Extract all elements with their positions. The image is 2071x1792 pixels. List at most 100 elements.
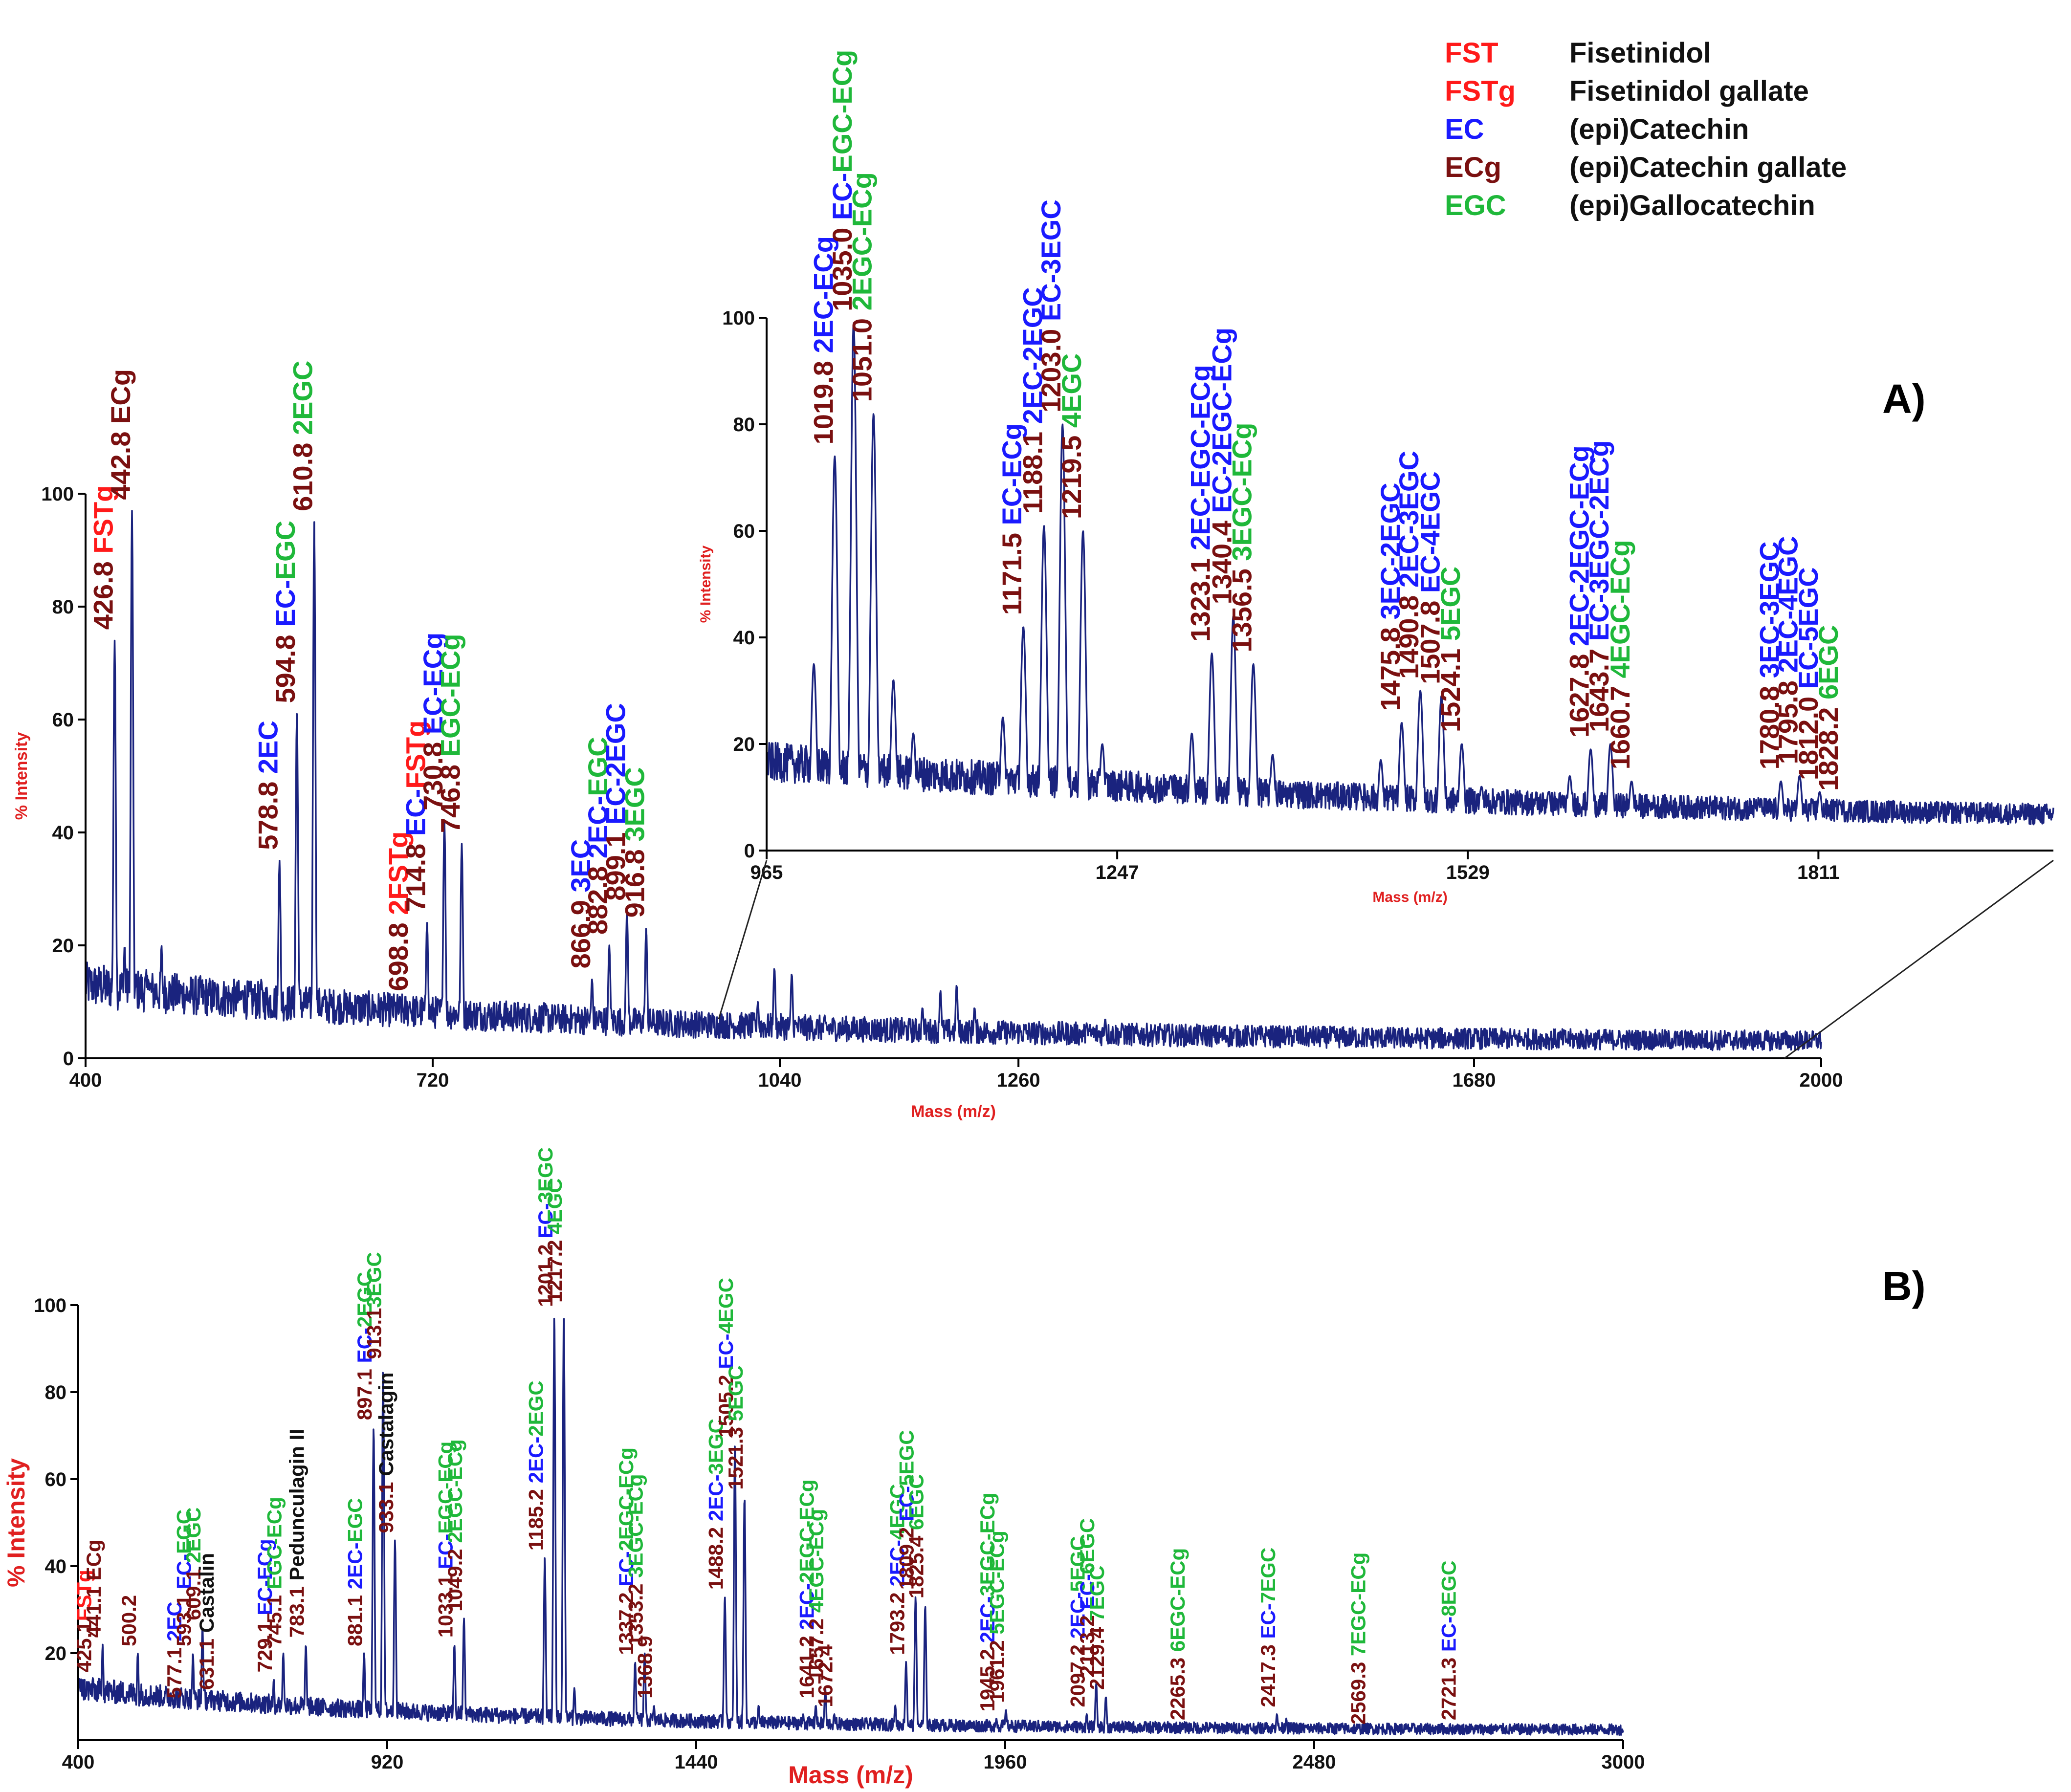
peak-label-part: 1795.8 (1773, 673, 1804, 765)
peak-label-part: 2113.2 (1076, 1609, 1099, 1677)
peak-label-part: 4EGC (714, 1278, 737, 1333)
peak-label-part: 2EGC (524, 1380, 547, 1436)
peak-label: 442.8 ECg (105, 369, 136, 500)
legend-abbr: FSTg (1445, 75, 1516, 107)
peak-label-part: 1171.5 (996, 525, 1027, 615)
peak-label-part: 1217.2 (543, 1234, 566, 1303)
peak-label: 866.9 3EC (565, 839, 596, 969)
spectrum-trace (85, 510, 1822, 1051)
peak-label-part: EC- (1256, 1603, 1279, 1639)
peak-label: 1672.4 (814, 1644, 837, 1707)
y-tick-label: 80 (45, 1382, 67, 1403)
peak-label: 1219.5 4EGC (1056, 353, 1087, 519)
y-tick-label: 100 (41, 483, 74, 505)
peak-label-part: EC- (434, 1534, 457, 1569)
peak-label-part: 897.1 (353, 1363, 376, 1420)
peak-label-part: 1643.7 (1584, 641, 1614, 732)
peak-label: 1340.4 EC-2EGC-ECg (1207, 328, 1237, 604)
peak-label-part: EC-3EGC (1036, 199, 1066, 321)
peak-label-part: EC- (615, 1551, 638, 1586)
peak-label-part: 1337.2 (615, 1587, 638, 1655)
peak-label-part: EC- (173, 1554, 196, 1589)
peak-label: 500.2 (117, 1595, 140, 1646)
peak-label-part: EC- (895, 1486, 918, 1521)
peak-label-part: EC- (827, 173, 858, 220)
peak-label-part: 2EC-3EGC (1393, 451, 1424, 588)
peak-label-part: 1793.2 (885, 1587, 908, 1655)
peak-label: 1828.2 6EGC (1813, 625, 1844, 791)
peak-label: 698.8 2FSTg (383, 831, 414, 991)
peak-label-part: 3EGC-ECg (1227, 423, 1257, 561)
peak-label: 1945.2 2EC-3EGC-ECg (976, 1492, 999, 1711)
peak-label-part: 2EC- (705, 1474, 727, 1521)
peak-label-part: EGC (270, 521, 301, 580)
peak-label-part: 2EC- (524, 1437, 547, 1484)
peak-label-part: EC-2EGC-ECg (1207, 328, 1237, 513)
peak-label-part: 5EGC (1066, 1536, 1089, 1592)
peak-label-part: 1019.8 (808, 353, 838, 445)
y-axis-title: % Intensity (698, 546, 714, 623)
peak-label-part: 7EGC-ECg (1347, 1552, 1370, 1656)
peak-label-part: 2EGC (182, 1507, 205, 1563)
peak-label: 897.1 EC-2EGC (353, 1272, 376, 1420)
peak-label-part: 746.8 (435, 757, 465, 833)
peak-label: 933.1 Castalagin (375, 1372, 397, 1533)
peak-label: 1488.2 2EC-3EGC (705, 1419, 727, 1590)
peak-label-part: 1356.5 (1227, 561, 1257, 653)
peak-label-part: 2EC- (885, 1540, 908, 1587)
peak-label-part: 5EGC (895, 1430, 918, 1486)
peak-label-part: EC- (353, 1328, 376, 1363)
peak-label: 1961.2 5EGC-ECg (985, 1530, 1008, 1703)
spectrum-trace (77, 1317, 1624, 1736)
peak-label-part: 2EGC-ECg (795, 1480, 818, 1583)
peak-label-part: 578.8 (253, 774, 284, 850)
peak-label-part: 1641.2 (795, 1630, 818, 1699)
peak-label-part: EGC-ECg (263, 1497, 286, 1589)
peak-label-part: EC-ECg (253, 1539, 276, 1615)
x-axis-title: Mass (m/z) (788, 1761, 913, 1789)
peak-label-part: EGC-ECg (827, 50, 858, 173)
peak-label: 2569.3 7EGC-ECg (1347, 1552, 1370, 1725)
peak-label: 425.1FSTg (73, 1570, 96, 1672)
x-tick-label: 920 (371, 1751, 404, 1773)
peak-label-part: 1033.1 (434, 1569, 457, 1638)
peak-label-part: EC- (270, 580, 301, 627)
peak-label: 1825.4 6EGC (904, 1474, 927, 1599)
peak-label-part: EC-ECg (418, 633, 448, 734)
peak-label-part: 3EGC (705, 1419, 727, 1474)
peak-label-part: 1945.2 (976, 1643, 999, 1711)
legend-name: Fisetinidol (1569, 37, 1711, 69)
x-axis-title: Mass (m/z) (911, 1102, 996, 1121)
y-tick-label: 20 (45, 1643, 67, 1664)
peak-label-part: 2FSTg (383, 831, 414, 915)
peak-label-part: 610.8 (287, 435, 318, 511)
peak-label: 1185.2 2EC-2EGC (524, 1380, 547, 1551)
x-tick-label: 1040 (758, 1070, 802, 1091)
legend-name: (epi)Catechin (1569, 113, 1749, 145)
peak-label-part: 5EGC (724, 1365, 747, 1421)
peak-label-part: 2EGC-ECg (847, 172, 878, 310)
x-tick-label: 1247 (1096, 862, 1139, 883)
peak-label: 1521.3 5EGC (724, 1365, 747, 1490)
peak-label-part: 7EGC (1256, 1548, 1279, 1603)
peak-label-part: 1188.1 (1017, 424, 1048, 514)
peak-label-part: 2EC- (795, 1583, 818, 1630)
peak-label: 1657.2 4EGC-ECg (805, 1509, 828, 1682)
peak-label: 631.1 Castalin (195, 1553, 218, 1690)
peak-label-part: 3EGC-ECg (976, 1492, 999, 1596)
peak-label-part: 2EC (163, 1601, 186, 1641)
peak-label-part: EC- (714, 1333, 737, 1369)
peak-label: 1033.1 EC-EGC-ECg (434, 1442, 457, 1638)
peak-label-part: ECg (82, 1539, 105, 1580)
x-tick-label: 1960 (984, 1751, 1027, 1773)
zoom-connector-right (1784, 859, 2054, 1059)
peak-label-part: 6EGC (1813, 625, 1844, 699)
peak-label-part: EGC (582, 737, 613, 796)
peak-label-part: 577.1 (163, 1641, 186, 1699)
peak-label-part: 2EGC (353, 1272, 376, 1328)
peak-label: 916.8 3EGC (619, 767, 650, 918)
peak-label-part: 4EGC-ECg (805, 1509, 828, 1613)
peak-label-part: 4EGC (885, 1484, 908, 1540)
peak-label: 881.1 2EC-EGC (344, 1498, 367, 1647)
